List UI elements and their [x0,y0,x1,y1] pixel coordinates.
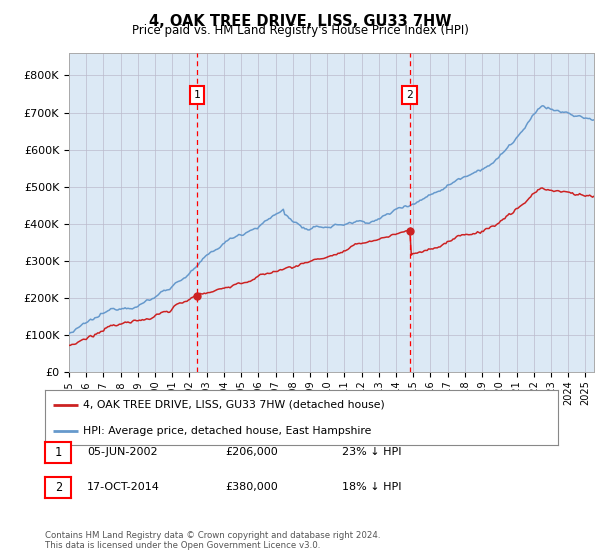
Text: 2: 2 [406,90,413,100]
Text: £380,000: £380,000 [225,482,278,492]
Text: 2: 2 [55,481,62,494]
Text: 18% ↓ HPI: 18% ↓ HPI [342,482,401,492]
Text: 4, OAK TREE DRIVE, LISS, GU33 7HW (detached house): 4, OAK TREE DRIVE, LISS, GU33 7HW (detac… [83,400,385,409]
Text: 05-JUN-2002: 05-JUN-2002 [87,447,158,457]
Text: 23% ↓ HPI: 23% ↓ HPI [342,447,401,457]
Text: 17-OCT-2014: 17-OCT-2014 [87,482,160,492]
Text: £206,000: £206,000 [225,447,278,457]
Text: HPI: Average price, detached house, East Hampshire: HPI: Average price, detached house, East… [83,426,372,436]
Text: 1: 1 [194,90,200,100]
Text: Contains HM Land Registry data © Crown copyright and database right 2024.
This d: Contains HM Land Registry data © Crown c… [45,530,380,550]
Text: 1: 1 [55,446,62,459]
Text: Price paid vs. HM Land Registry's House Price Index (HPI): Price paid vs. HM Land Registry's House … [131,24,469,37]
Text: 4, OAK TREE DRIVE, LISS, GU33 7HW: 4, OAK TREE DRIVE, LISS, GU33 7HW [149,14,451,29]
